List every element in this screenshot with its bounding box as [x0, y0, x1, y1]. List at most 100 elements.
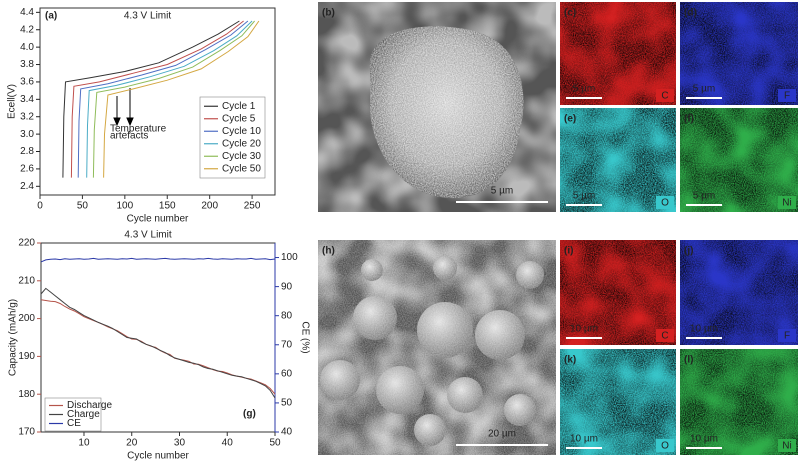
eds-map-grain: [680, 2, 798, 105]
y2-tick-label: 60: [281, 368, 293, 379]
y2-axis-label: CE (%): [299, 321, 310, 353]
sem-grain: [318, 240, 556, 455]
y-tick-label: 2.4: [20, 181, 34, 192]
x-tick-label: 150: [159, 201, 176, 212]
y-axis-label: Ecell(V): [7, 84, 18, 119]
sem-image-b: [318, 2, 556, 212]
annotation: Temperature: [110, 124, 167, 135]
element-label: O: [661, 441, 669, 452]
y-tick-label: 170: [18, 427, 35, 438]
element-label: O: [661, 198, 669, 209]
legend-label: Cycle 20: [222, 138, 261, 149]
legend-label: Cycle 50: [222, 163, 261, 174]
x-tick-label: 30: [174, 438, 186, 449]
scale-label: 5 µm: [491, 186, 513, 197]
x-tick-label: 50: [77, 201, 89, 212]
panel-label: (k): [564, 355, 576, 366]
y-tick-label: 2.6: [20, 164, 34, 175]
panel-label: (a): [45, 11, 57, 22]
y2-tick-label: 70: [281, 339, 293, 350]
element-label: Ni: [782, 441, 791, 452]
x-tick-label: 40: [222, 438, 234, 449]
element-tag: [778, 89, 796, 102]
eds-map-grain: [560, 108, 676, 212]
eds-map-grain: [560, 349, 676, 455]
element-tag: [778, 439, 796, 452]
arrow-head: [113, 117, 121, 127]
y-tick-label: 3.6: [20, 77, 34, 88]
scale-label: 10 µm: [690, 434, 718, 445]
eds-map-grain: [560, 240, 676, 345]
x-tick-label: 10: [78, 438, 90, 449]
y-tick-label: 180: [18, 389, 35, 400]
y-tick-label: 3.2: [20, 111, 34, 122]
chart-title: 4.3 V Limit: [124, 230, 171, 241]
y-tick-label: 2.8: [20, 146, 34, 157]
y2-tick-label: 80: [281, 310, 293, 321]
x-tick-label: 200: [201, 201, 218, 212]
y-tick-label: 220: [18, 238, 35, 249]
series-line: [77, 20, 249, 178]
eds-map-grain: [680, 108, 798, 212]
x-tick-label: 20: [126, 438, 138, 449]
legend-label: Cycle 30: [222, 151, 261, 162]
element-label: F: [784, 331, 790, 342]
y-axis-label: Capacity (mAh/g): [8, 299, 19, 376]
series-line: [103, 20, 260, 178]
scale-label: 5 µm: [573, 84, 595, 95]
eds-map-grain: [560, 2, 676, 105]
panel-label: (g): [243, 409, 256, 420]
x-axis-label: Cycle number: [127, 451, 189, 462]
series-line: [92, 20, 255, 178]
scale-label: 5 µm: [693, 84, 715, 95]
sem-image-h: [318, 240, 556, 455]
panel-label: (j): [684, 246, 693, 257]
y-tick-label: 190: [18, 351, 35, 362]
element-label: F: [784, 91, 790, 102]
x-tick-label: 100: [116, 201, 133, 212]
scale-label: 5 µm: [693, 191, 715, 202]
scale-label: 5 µm: [573, 191, 595, 202]
y-tick-label: 200: [18, 313, 35, 324]
y-tick-label: 4.4: [20, 7, 34, 18]
panel-label: (e): [564, 114, 576, 125]
panel-label: (d): [684, 8, 697, 19]
y-tick-label: 3.0: [20, 129, 34, 140]
panel-label: (b): [322, 8, 335, 19]
element-label: C: [661, 331, 668, 342]
particle-texture: [369, 26, 524, 199]
legend-label: Discharge: [67, 400, 112, 411]
element-tag: [656, 439, 674, 452]
panel-label: (c): [564, 8, 576, 19]
legend-label: Cycle 1: [222, 101, 256, 112]
element-tag: [656, 196, 674, 209]
series-line: [40, 287, 276, 399]
annotation-arrows: [113, 88, 134, 127]
arrow-head: [126, 117, 134, 127]
legend-label: Cycle 10: [222, 126, 261, 137]
element-tag: [656, 89, 674, 102]
y-tick-label: 3.4: [20, 94, 34, 105]
x-tick-label: 0: [37, 201, 43, 212]
plot-frame: [39, 7, 276, 196]
panel-label: (i): [564, 246, 573, 257]
element-label: Ni: [782, 198, 791, 209]
scale-label: 10 µm: [570, 434, 598, 445]
series-line: [70, 20, 244, 178]
panel-label: (h): [322, 246, 335, 257]
x-axis-label: Cycle number: [127, 214, 189, 225]
y-tick-label: 4.0: [20, 42, 34, 53]
element-tag: [656, 329, 674, 342]
annotation: artefacts: [110, 131, 148, 142]
series-line: [86, 20, 253, 178]
y-tick-label: 210: [18, 275, 35, 286]
chart-title: 4.3 V Limit: [124, 11, 171, 22]
y-tick-label: 4.2: [20, 24, 34, 35]
scale-label: 10 µm: [690, 324, 718, 335]
eds-map-grain: [680, 349, 798, 455]
legend-label: CE: [67, 418, 81, 429]
series-line: [40, 257, 276, 263]
panel-label: (l): [684, 355, 693, 366]
eds-map-grain: [680, 240, 798, 345]
